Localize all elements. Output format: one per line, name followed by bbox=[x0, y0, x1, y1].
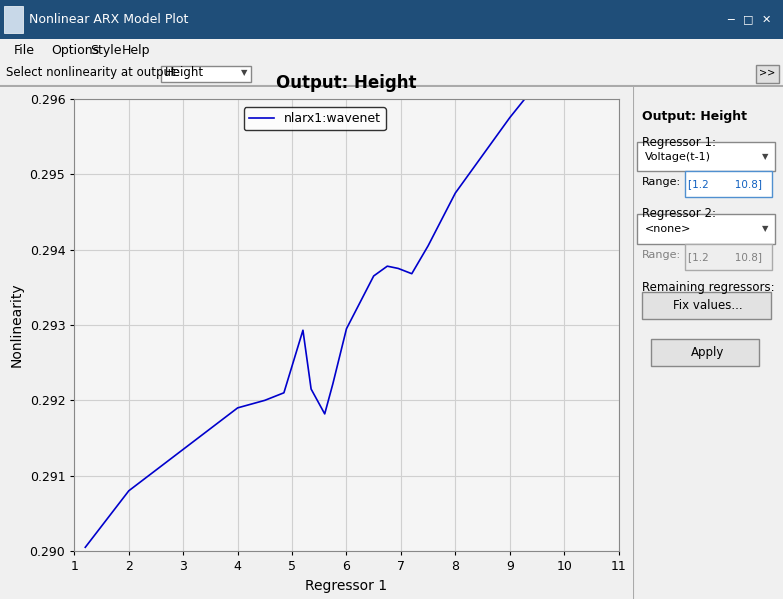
Text: Fix values...: Fix values... bbox=[673, 299, 742, 312]
X-axis label: Regressor 1: Regressor 1 bbox=[305, 579, 388, 592]
Text: Output: Height: Output: Height bbox=[642, 110, 747, 123]
Y-axis label: Nonlinearity: Nonlinearity bbox=[10, 283, 24, 367]
Text: Regressor 2:: Regressor 2: bbox=[642, 207, 716, 220]
Text: [1.2        10.8]: [1.2 10.8] bbox=[688, 179, 763, 189]
Text: Select nonlinearity at output:: Select nonlinearity at output: bbox=[6, 66, 180, 80]
nlarx1:wavenet bbox=[369, 273, 378, 280]
Text: <none>: <none> bbox=[644, 223, 691, 234]
Title: Output: Height: Output: Height bbox=[276, 74, 417, 92]
Text: Range:: Range: bbox=[642, 177, 680, 187]
Text: Regressor 1:: Regressor 1: bbox=[642, 135, 716, 149]
FancyBboxPatch shape bbox=[637, 141, 775, 171]
FancyBboxPatch shape bbox=[685, 244, 773, 270]
nlarx1:wavenet bbox=[260, 397, 269, 404]
nlarx1:wavenet bbox=[341, 325, 351, 332]
nlarx1:wavenet bbox=[328, 380, 337, 388]
Text: Apply: Apply bbox=[691, 346, 724, 359]
Text: ✕: ✕ bbox=[762, 14, 771, 25]
nlarx1:wavenet bbox=[298, 326, 308, 334]
Text: ▼: ▼ bbox=[762, 152, 768, 161]
nlarx1:wavenet bbox=[559, 46, 568, 53]
Text: Options: Options bbox=[51, 44, 99, 58]
FancyBboxPatch shape bbox=[685, 171, 773, 197]
Text: Range:: Range: bbox=[642, 250, 680, 260]
Text: ▼: ▼ bbox=[241, 68, 247, 77]
nlarx1:wavenet bbox=[320, 410, 330, 418]
nlarx1:wavenet bbox=[394, 265, 403, 272]
nlarx1:wavenet bbox=[424, 242, 433, 249]
nlarx1:wavenet bbox=[383, 262, 392, 270]
Bar bbox=[4, 6, 23, 33]
nlarx1:wavenet bbox=[124, 487, 133, 494]
Text: □: □ bbox=[743, 14, 754, 25]
Text: Height: Height bbox=[164, 66, 204, 80]
Text: ▼: ▼ bbox=[762, 224, 768, 233]
Text: Voltage(t-1): Voltage(t-1) bbox=[644, 152, 711, 162]
FancyBboxPatch shape bbox=[651, 340, 759, 366]
Text: ─: ─ bbox=[727, 14, 734, 25]
nlarx1:wavenet bbox=[407, 270, 417, 277]
Text: [1.2        10.8]: [1.2 10.8] bbox=[688, 252, 763, 262]
Legend: nlarx1:wavenet: nlarx1:wavenet bbox=[244, 107, 386, 131]
FancyBboxPatch shape bbox=[756, 65, 779, 83]
nlarx1:wavenet bbox=[505, 114, 514, 121]
nlarx1:wavenet bbox=[451, 189, 460, 196]
Text: Remaining regressors:: Remaining regressors: bbox=[642, 282, 774, 295]
nlarx1:wavenet bbox=[179, 446, 188, 453]
Text: Style: Style bbox=[90, 44, 121, 58]
nlarx1:wavenet bbox=[306, 385, 316, 392]
FancyBboxPatch shape bbox=[161, 65, 251, 83]
Line: nlarx1:wavenet: nlarx1:wavenet bbox=[85, 0, 608, 547]
nlarx1:wavenet bbox=[233, 404, 243, 412]
FancyBboxPatch shape bbox=[637, 214, 775, 244]
Text: Nonlinear ARX Model Plot: Nonlinear ARX Model Plot bbox=[29, 13, 189, 26]
Text: Help: Help bbox=[121, 44, 150, 58]
Text: File: File bbox=[14, 44, 35, 58]
nlarx1:wavenet bbox=[81, 544, 90, 551]
nlarx1:wavenet bbox=[280, 389, 289, 397]
FancyBboxPatch shape bbox=[642, 292, 771, 319]
Text: >>: >> bbox=[760, 68, 775, 78]
